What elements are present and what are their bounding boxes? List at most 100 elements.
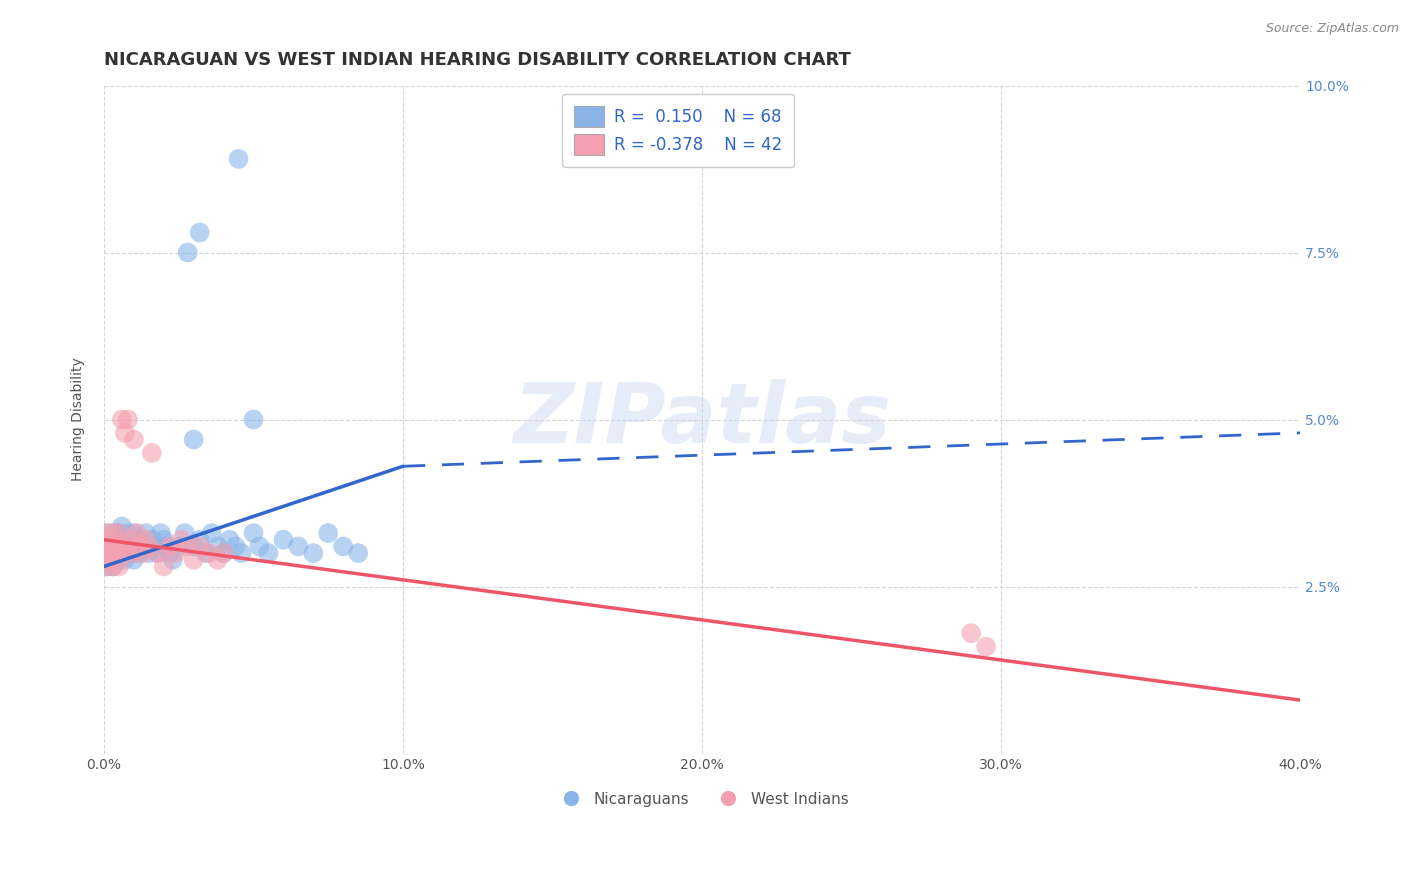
Point	[101, 559, 124, 574]
Point	[316, 526, 339, 541]
Point	[218, 533, 240, 547]
Point	[117, 540, 139, 554]
Point	[108, 533, 131, 547]
Point	[117, 540, 139, 554]
Point	[143, 540, 166, 554]
Point	[111, 540, 134, 554]
Point	[98, 546, 121, 560]
Point	[114, 425, 136, 440]
Point	[108, 553, 131, 567]
Point	[183, 540, 205, 554]
Point	[141, 533, 163, 547]
Text: ZIPatlas: ZIPatlas	[513, 379, 891, 460]
Point	[114, 533, 136, 547]
Point	[128, 546, 150, 560]
Point	[101, 546, 124, 560]
Point	[177, 540, 200, 554]
Point	[167, 540, 190, 554]
Point	[170, 533, 193, 547]
Point	[114, 553, 136, 567]
Point	[165, 546, 187, 560]
Point	[159, 540, 181, 554]
Point	[101, 559, 124, 574]
Point	[111, 540, 134, 554]
Point	[117, 546, 139, 560]
Point	[197, 546, 219, 560]
Point	[117, 412, 139, 426]
Point	[101, 546, 124, 560]
Point	[128, 533, 150, 547]
Point	[125, 546, 148, 560]
Point	[104, 540, 127, 554]
Point	[120, 533, 142, 547]
Point	[974, 640, 997, 654]
Point	[257, 546, 280, 560]
Point	[120, 546, 142, 560]
Point	[162, 553, 184, 567]
Point	[101, 526, 124, 541]
Point	[96, 540, 118, 554]
Point	[122, 540, 145, 554]
Point	[111, 546, 134, 560]
Point	[125, 526, 148, 541]
Point	[111, 519, 134, 533]
Point	[122, 526, 145, 541]
Point	[108, 526, 131, 541]
Point	[207, 553, 229, 567]
Text: NICARAGUAN VS WEST INDIAN HEARING DISABILITY CORRELATION CHART: NICARAGUAN VS WEST INDIAN HEARING DISABI…	[104, 51, 851, 69]
Point	[183, 553, 205, 567]
Point	[201, 526, 224, 541]
Point	[114, 540, 136, 554]
Point	[96, 526, 118, 541]
Point	[273, 533, 295, 547]
Point	[98, 553, 121, 567]
Point	[122, 553, 145, 567]
Point	[122, 546, 145, 560]
Point	[101, 540, 124, 554]
Point	[104, 526, 127, 541]
Point	[228, 152, 250, 166]
Point	[332, 540, 354, 554]
Point	[132, 546, 155, 560]
Point	[302, 546, 325, 560]
Point	[159, 546, 181, 560]
Point	[242, 526, 264, 541]
Point	[177, 245, 200, 260]
Point	[149, 526, 172, 541]
Point	[249, 540, 271, 554]
Point	[141, 446, 163, 460]
Point	[96, 559, 118, 574]
Point	[194, 546, 217, 560]
Point	[231, 546, 253, 560]
Point	[183, 433, 205, 447]
Point	[96, 526, 118, 541]
Point	[188, 226, 211, 240]
Point	[108, 546, 131, 560]
Point	[135, 526, 157, 541]
Point	[188, 533, 211, 547]
Point	[347, 546, 370, 560]
Point	[108, 526, 131, 541]
Point	[111, 412, 134, 426]
Point	[104, 546, 127, 560]
Point	[152, 533, 174, 547]
Point	[138, 540, 160, 554]
Point	[156, 540, 179, 554]
Legend: Nicaraguans, West Indians: Nicaraguans, West Indians	[550, 786, 855, 813]
Point	[104, 546, 127, 560]
Point	[287, 540, 309, 554]
Point	[138, 546, 160, 560]
Point	[98, 533, 121, 547]
Point	[117, 526, 139, 541]
Point	[128, 540, 150, 554]
Point	[132, 540, 155, 554]
Point	[108, 559, 131, 574]
Point	[225, 540, 247, 554]
Point	[188, 540, 211, 554]
Point	[98, 553, 121, 567]
Point	[114, 546, 136, 560]
Point	[207, 540, 229, 554]
Point	[152, 559, 174, 574]
Y-axis label: Hearing Disability: Hearing Disability	[72, 358, 86, 482]
Point	[212, 546, 235, 560]
